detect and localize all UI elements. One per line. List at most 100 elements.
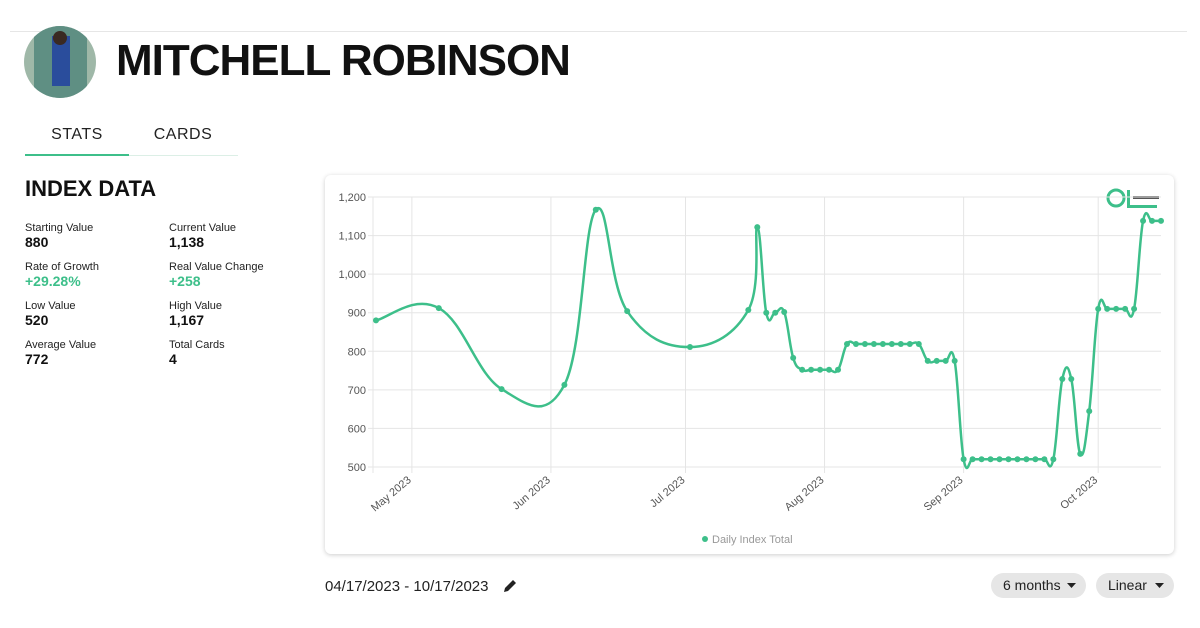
legend-label: Daily Index Total	[712, 534, 793, 546]
stat-value: 4	[169, 351, 177, 367]
scale-select[interactable]: Linear	[1096, 573, 1174, 598]
avatar	[24, 26, 96, 98]
stat-value: 880	[25, 234, 49, 250]
tab-indicator	[25, 154, 129, 156]
stat: Rate of Growth +29.28%	[25, 261, 165, 289]
point	[960, 456, 967, 463]
point	[808, 366, 815, 373]
point	[561, 381, 568, 388]
point	[754, 224, 761, 231]
stat-value: 1,167	[169, 312, 205, 328]
stat-label: Real Value Change	[169, 261, 264, 273]
point	[1158, 217, 1164, 224]
stat: Real Value Change +258	[169, 261, 309, 289]
y-tick-label: 1,000	[338, 269, 366, 281]
x-tick-label: Jun 2023	[510, 474, 552, 512]
point	[1149, 217, 1156, 224]
y-tick-label: 800	[348, 346, 366, 358]
point	[835, 366, 842, 373]
stat-label: Rate of Growth	[25, 261, 99, 273]
point	[592, 206, 599, 213]
point	[1095, 305, 1102, 312]
point	[1032, 456, 1039, 463]
point	[933, 357, 940, 364]
stat: Starting Value 880	[25, 222, 165, 250]
point	[1086, 408, 1093, 415]
point	[870, 340, 877, 347]
stat: Low Value 520	[25, 300, 165, 328]
point	[781, 308, 788, 315]
section-title: INDEX DATA	[25, 176, 157, 201]
date-range: 04/17/2023 - 10/17/2023	[325, 578, 489, 595]
edit-icon[interactable]	[502, 578, 518, 594]
point	[1014, 456, 1021, 463]
point	[745, 307, 752, 314]
scale-label: Linear	[1108, 577, 1147, 593]
point	[996, 456, 1003, 463]
point	[373, 317, 379, 324]
point	[897, 340, 904, 347]
x-tick-label: May 2023	[369, 474, 414, 514]
tab-cards[interactable]: CARDS	[153, 126, 213, 143]
point	[915, 340, 922, 347]
chart-card	[325, 175, 1174, 554]
point	[826, 366, 833, 373]
y-tick-label: 500	[348, 462, 366, 474]
point	[790, 354, 797, 361]
tab-stats[interactable]: STATS	[51, 126, 103, 143]
stat-value: 520	[25, 312, 49, 328]
point	[1140, 217, 1147, 224]
stat: Total Cards 4	[169, 339, 309, 367]
point	[879, 340, 886, 347]
point	[852, 340, 859, 347]
stat-value: 1,138	[169, 234, 205, 250]
point	[687, 344, 693, 351]
point	[861, 340, 868, 347]
point	[799, 366, 806, 373]
period-select[interactable]: 6 months	[991, 573, 1086, 598]
point	[1005, 456, 1012, 463]
point	[1023, 456, 1030, 463]
y-tick-label: 700	[348, 385, 366, 397]
point	[1122, 305, 1129, 312]
point	[1077, 450, 1084, 457]
x-tick-label: Sep 2023	[922, 474, 966, 513]
point	[942, 357, 949, 364]
period-label: 6 months	[1003, 577, 1061, 593]
point	[951, 357, 958, 364]
y-tick-label: 600	[348, 423, 366, 435]
divider	[10, 31, 1187, 32]
point	[772, 309, 779, 316]
point	[969, 456, 976, 463]
point	[924, 357, 931, 364]
stat-label: Total Cards	[169, 339, 225, 351]
chart: 500 600 700 800 900 1,000 1,100 1,200 May 2023 Ju…	[338, 188, 1164, 546]
x-tick-label: Jul 2023	[648, 474, 688, 510]
stat-label: Starting Value	[25, 222, 94, 234]
point	[763, 309, 770, 316]
stat-label: Low Value	[25, 300, 76, 312]
stat-value: +29.28%	[25, 273, 81, 289]
logo	[1106, 188, 1159, 208]
point	[987, 456, 994, 463]
point	[1050, 456, 1057, 463]
stat: Current Value 1,138	[169, 222, 309, 250]
point	[1104, 305, 1111, 312]
legend-marker	[702, 536, 708, 542]
point	[844, 340, 850, 347]
stat-value: 772	[25, 351, 49, 367]
stat-label: High Value	[169, 300, 222, 312]
point	[498, 386, 505, 393]
line	[375, 206, 1161, 470]
y-tick-label: 1,100	[338, 231, 366, 243]
point	[817, 366, 824, 373]
point	[906, 340, 913, 347]
stat: Average Value 772	[25, 339, 165, 367]
x-tick-label: Aug 2023	[783, 474, 827, 513]
stat: High Value 1,167	[169, 300, 309, 328]
stat-value: +258	[169, 273, 201, 289]
point	[435, 305, 442, 312]
point	[978, 456, 985, 463]
point	[888, 340, 895, 347]
